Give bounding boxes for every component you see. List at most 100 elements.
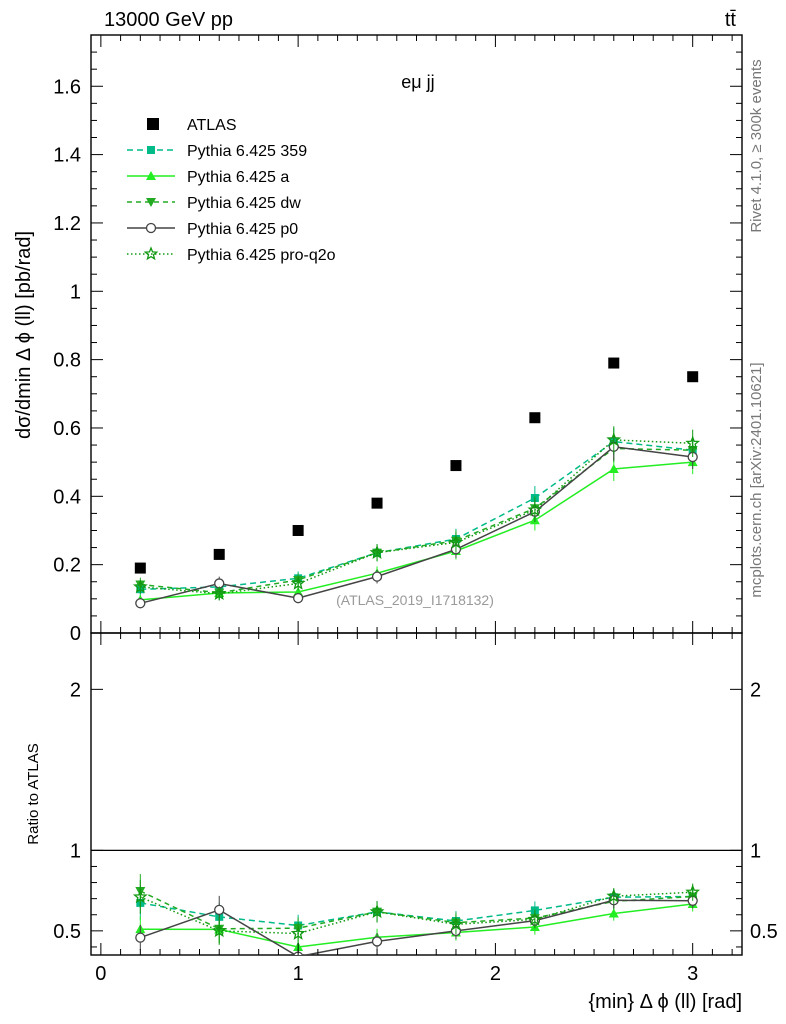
series-pythia-6-425-pro-q2o: [132, 426, 701, 601]
ratio-panel: 0.5 0.5 1 1 2 2: [53, 632, 778, 956]
data-point-pythia-6-425-pro-q2o: [685, 435, 701, 450]
atlas-data-points: [134, 357, 699, 574]
x-tick-label: 0: [95, 963, 106, 985]
analysis-watermark: (ATLAS_2019_I1718132): [336, 592, 494, 608]
series-line-pythia-6-425-a: [140, 461, 693, 601]
atlas-data-point: [292, 524, 304, 536]
y-tick-label: 0.8: [53, 350, 81, 372]
ratio-panel-series: [132, 874, 701, 955]
ratio-series-pythia-6-425-p0: [135, 892, 698, 955]
y-tick-label: 1.6: [53, 76, 81, 98]
legend-marker-atlas: [147, 118, 159, 130]
legend-entry-pythia-6-425-359: Pythia 6.425 359: [127, 143, 307, 160]
y-tick-label: 1.2: [53, 213, 81, 235]
x-tick-label: 3: [687, 963, 698, 985]
top-panel-ticks: 0 0.2 0.4 0.6 0.8 1 1.2 1.4 1.6: [53, 34, 742, 645]
series-line-pythia-6-425-pro-q2o: [140, 439, 693, 595]
ratio-tick-label-right: 2: [750, 679, 761, 701]
legend-label-pythia-6-425-pro-q2o: Pythia 6.425 pro-q2o: [187, 247, 336, 264]
y-axis-label: dσ/dmin Δ ϕ (ll) [pb/rad]: [13, 231, 35, 439]
ratio-tick-label-right: 0.5: [750, 921, 778, 943]
y-tick-label: 0.4: [53, 486, 81, 508]
legend-label-pythia-6-425-p0: Pythia 6.425 p0: [187, 221, 298, 238]
series-line-pythia-6-425-359: [140, 440, 693, 591]
data-point-pythia-6-425-p0: [371, 571, 383, 582]
series-pythia-6-425-p0: [135, 433, 698, 609]
atlas-data-point: [134, 562, 146, 574]
data-point-pythia-6-425-a: [608, 463, 619, 473]
chart-title: eμ jj: [401, 72, 434, 92]
atlas-data-point: [608, 357, 620, 369]
legend-label-pythia-6-425-359: Pythia 6.425 359: [187, 143, 307, 160]
legend-entry-pythia-6-425-p0: Pythia 6.425 p0: [127, 221, 298, 238]
legend: ATLAS Pythia 6.425 359 Pythia 6.425 a Pythi…: [127, 117, 336, 264]
ratio-tick-label-right: 1: [750, 840, 761, 862]
atlas-data-point: [371, 497, 383, 509]
legend-entry-atlas: ATLAS: [147, 117, 237, 134]
y-tick-label: 1.4: [53, 145, 81, 167]
rivet-version-label: Rivet 4.1.0, ≥ 300k events: [748, 59, 765, 232]
ratio-point-pythia-6-425-pro-q2o: [527, 911, 543, 926]
y-tick-label: 0.2: [53, 555, 81, 577]
legend-label-pythia-6-425-dw: Pythia 6.425 dw: [187, 195, 301, 212]
legend-marker-pythia-6-425-dw: [146, 198, 156, 207]
x-axis-label: {min} Δ ϕ (ll) [rad]: [589, 991, 743, 1013]
ratio-panel-frame: [90, 632, 743, 956]
series-line-pythia-6-425-dw: [140, 447, 693, 594]
ratio-point-pythia-6-425-pro-q2o: [132, 889, 148, 904]
atlas-data-point: [529, 412, 541, 424]
energy-label: 13000 GeV pp: [104, 9, 233, 31]
ratio-point-pythia-6-425-pro-q2o: [606, 888, 622, 903]
legend-marker-pythia-6-425-359: [147, 146, 155, 154]
ratio-series-pythia-6-425-pro-q2o: [132, 880, 701, 945]
data-point-pythia-6-425-pro-q2o: [132, 579, 148, 594]
top-panel: 0 0.2 0.4 0.6 0.8 1 1.2 1.4 1.6 eμ jj (ATLAS_201…: [53, 34, 743, 645]
ratio-line-pythia-6-425-a: [140, 903, 693, 948]
series-pythia-6-425-359: [136, 427, 697, 597]
legend-entry-pythia-6-425-a: Pythia 6.425 a: [127, 169, 289, 186]
y-tick-label: 1: [70, 281, 81, 303]
ratio-point-pythia-6-425-p0: [214, 904, 225, 915]
atlas-data-point: [450, 460, 462, 472]
y-tick-label: 0.6: [53, 418, 81, 440]
legend-label-atlas: ATLAS: [187, 117, 237, 134]
legend-marker-pythia-6-425-pro-q2o: [143, 246, 159, 261]
top-panel-series: [132, 426, 701, 609]
ratio-point-pythia-6-425-pro-q2o: [448, 916, 464, 931]
ratio-point-pythia-6-425-p0: [135, 932, 146, 943]
data-point-pythia-6-425-pro-q2o: [606, 432, 622, 447]
ratio-point-pythia-6-425-pro-q2o: [369, 903, 385, 919]
ratio-point-pythia-6-425-a: [608, 908, 619, 918]
y-tick-label: 0: [70, 623, 81, 645]
data-point-pythia-6-425-p0: [292, 592, 304, 604]
ratio-axis-label: Ratio to ATLAS: [25, 743, 42, 844]
data-point-pythia-6-425-p0: [135, 598, 146, 609]
x-tick-label: 1: [293, 963, 304, 985]
ratio-tick-label: 0.5: [53, 921, 81, 943]
data-point-pythia-6-425-pro-q2o: [290, 575, 306, 590]
data-point-pythia-6-425-pro-q2o: [369, 544, 385, 559]
data-point-pythia-6-425-pro-q2o: [527, 502, 543, 517]
atlas-data-point: [213, 548, 225, 560]
x-axis-ticks: 0 1 2 3: [95, 35, 733, 985]
process-label: tt̄: [725, 9, 737, 31]
atlas-data-point: [687, 371, 699, 383]
ratio-tick-label: 1: [70, 840, 81, 862]
data-point-pythia-6-425-pro-q2o: [211, 585, 227, 601]
legend-marker-pythia-6-425-a: [146, 171, 156, 180]
data-point-pythia-6-425-pro-q2o: [448, 534, 464, 549]
legend-label-pythia-6-425-a: Pythia 6.425 a: [187, 169, 289, 186]
ratio-tick-label: 2: [70, 679, 81, 701]
mcplots-label: mcplots.cern.ch [arXiv:2401.10621]: [748, 362, 765, 597]
legend-entry-pythia-6-425-dw: Pythia 6.425 dw: [127, 195, 301, 212]
series-line-pythia-6-425-p0: [140, 446, 693, 605]
ratio-line-pythia-6-425-p0: [140, 899, 693, 955]
legend-entry-pythia-6-425-pro-q2o: Pythia 6.425 pro-q2o: [127, 246, 336, 264]
ratio-point-pythia-6-425-pro-q2o: [211, 923, 227, 938]
x-tick-label: 2: [490, 963, 501, 985]
ratio-point-pythia-6-425-p0: [371, 936, 383, 947]
ratio-point-pythia-6-425-pro-q2o: [290, 925, 306, 940]
ratio-panel-ticks: 0.5 0.5 1 1 2 2: [53, 679, 778, 948]
legend-marker-pythia-6-425-p0: [145, 222, 157, 234]
